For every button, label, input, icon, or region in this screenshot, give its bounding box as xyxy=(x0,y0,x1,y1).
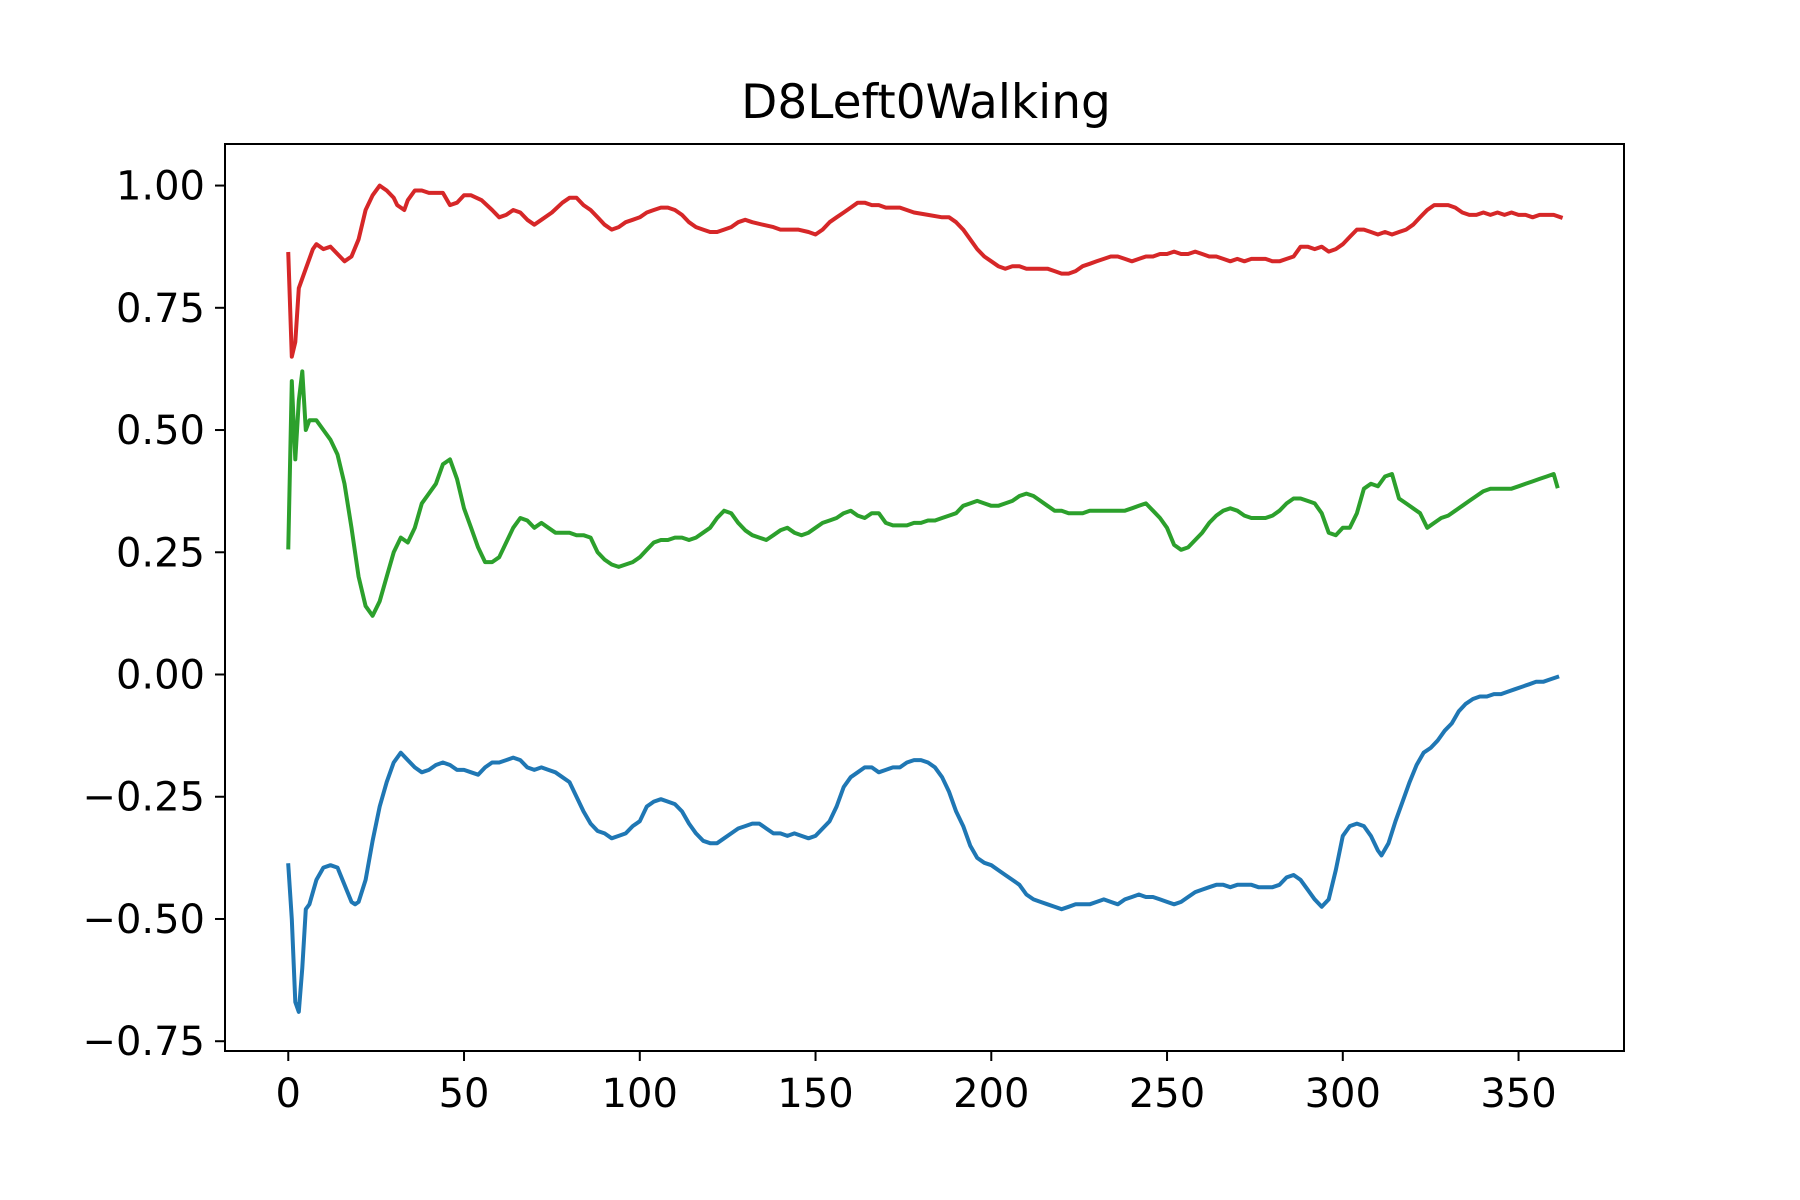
y-axis-ticks: 1.00 0.75 0.50 0.25 0.00 −0.25 −0.50 −0.75 xyxy=(82,164,225,1065)
y-tick-label: 0.75 xyxy=(116,286,205,332)
series-layer xyxy=(286,183,1564,1014)
series-line-3 xyxy=(286,674,1560,1014)
y-tick-label: −0.50 xyxy=(82,897,205,943)
series-line-2 xyxy=(286,369,1560,618)
x-tick-label: 350 xyxy=(1480,1071,1556,1117)
x-tick-label: 150 xyxy=(777,1071,853,1117)
y-tick-label: 0.00 xyxy=(116,653,205,699)
plot-frame xyxy=(224,143,1625,1052)
y-tick-label: −0.25 xyxy=(82,775,205,821)
y-tick-label: −0.75 xyxy=(82,1019,205,1065)
chart-title: D8Left0Walking xyxy=(741,75,1111,130)
x-tick-label: 100 xyxy=(602,1071,678,1117)
x-tick-label: 200 xyxy=(953,1071,1029,1117)
x-tick-label: 0 xyxy=(276,1071,301,1117)
x-axis-ticks: 0 50 100 150 200 250 300 350 xyxy=(276,1051,1557,1117)
y-tick-label: 1.00 xyxy=(116,164,205,210)
y-tick-label: 0.25 xyxy=(116,530,205,576)
series-line-1 xyxy=(286,183,1564,359)
x-tick-label: 300 xyxy=(1305,1071,1381,1117)
y-tick-label: 0.50 xyxy=(116,408,205,454)
x-tick-label: 50 xyxy=(439,1071,490,1117)
x-tick-label: 250 xyxy=(1129,1071,1205,1117)
